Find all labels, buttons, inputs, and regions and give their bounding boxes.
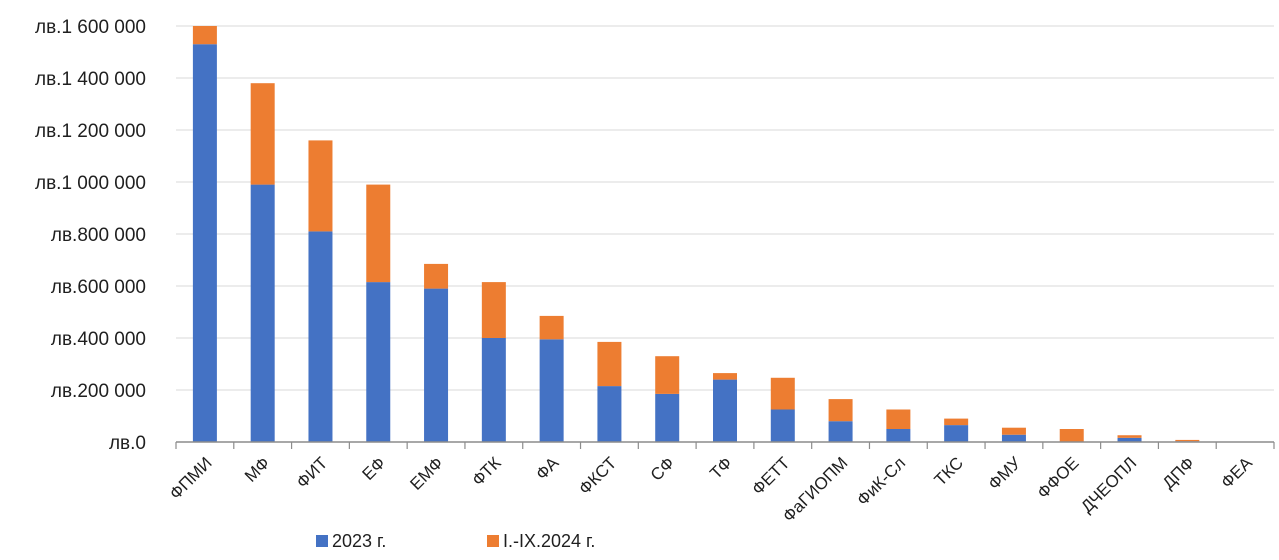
bar-series-2-9 xyxy=(713,373,737,380)
x-tick-label: ФМУ xyxy=(985,453,1025,493)
bar-series-2-2 xyxy=(308,140,333,232)
y-tick-label: лв.1 000 000 xyxy=(35,173,146,194)
x-tick-label: ФКСТ xyxy=(575,453,620,498)
bar-series-1-16 xyxy=(1117,437,1142,442)
bar-series-2-5 xyxy=(481,282,506,338)
bar-series-1-7 xyxy=(597,386,622,442)
y-axis-tick-labels: лв.0 лв.200 000 лв.400 000 лв.600 000 лв.800… xyxy=(35,17,146,454)
bar-series-2-1 xyxy=(250,83,275,185)
bar-series-2-6 xyxy=(539,315,564,340)
x-tick-label: МФ xyxy=(241,453,273,485)
legend-swatch xyxy=(316,535,328,547)
x-tick-label: ФЕТТ xyxy=(748,453,793,498)
bar-series-2-17 xyxy=(1175,439,1200,442)
x-tick-label: ЕМФ xyxy=(406,453,446,493)
bar-series-1-2 xyxy=(308,231,333,442)
x-tick-label: ФТК xyxy=(468,453,504,489)
bar-series-1-12 xyxy=(886,429,911,442)
y-tick-label: лв.800 000 xyxy=(51,225,146,246)
bar-series-2-0 xyxy=(192,26,217,45)
legend: 2023 г. I.-IX.2024 г. xyxy=(316,531,595,551)
x-tick-label: ФПМИ xyxy=(166,453,216,503)
bar-series-1-4 xyxy=(424,288,449,442)
y-tick-label: лв.600 000 xyxy=(51,277,146,298)
x-tick-label: ФА xyxy=(532,453,563,484)
bar-series-1-0 xyxy=(192,44,217,442)
bar-series-1-13 xyxy=(944,425,969,442)
bar-series-2-3 xyxy=(366,184,391,283)
y-tick-label: лв.1 400 000 xyxy=(35,69,146,90)
bar-series-2-14 xyxy=(1001,427,1026,435)
bar-series-1-11 xyxy=(828,421,853,442)
x-tick-label: ФФОЕ xyxy=(1033,453,1082,502)
bar-series-2-12 xyxy=(886,409,911,429)
x-tick-label: СФ xyxy=(647,453,678,484)
y-tick-label: лв.400 000 xyxy=(51,329,146,350)
bar-series-1-14 xyxy=(1001,434,1026,442)
x-tick-label: ДЧЕОПЛ xyxy=(1077,453,1140,516)
bar-series-1-3 xyxy=(366,282,391,442)
bar-series-2-10 xyxy=(770,377,795,410)
bars xyxy=(192,26,1200,442)
bar-series-2-13 xyxy=(944,418,969,426)
bar-series-1-5 xyxy=(481,338,506,442)
bar-series-1-9 xyxy=(713,379,737,442)
x-tick-label: ФИТ xyxy=(293,453,332,492)
bar-series-1-10 xyxy=(770,409,795,442)
y-tick-label: лв.1 600 000 xyxy=(35,17,146,38)
bar-series-2-8 xyxy=(655,356,680,394)
bar-series-2-15 xyxy=(1059,429,1084,442)
bar-series-2-4 xyxy=(424,263,449,289)
bar-series-1-8 xyxy=(655,393,680,442)
legend-swatch xyxy=(487,535,499,547)
bar-series-2-16 xyxy=(1117,435,1142,438)
y-tick-label: лв.1 200 000 xyxy=(35,121,146,142)
x-axis xyxy=(175,441,1275,449)
x-tick-label: ЕФ xyxy=(358,453,389,484)
bar-series-2-7 xyxy=(597,341,622,387)
bar-series-1-6 xyxy=(539,339,564,442)
x-tick-label: ТФ xyxy=(706,453,736,483)
legend-label: 2023 г. xyxy=(332,531,386,551)
y-tick-label: лв.200 000 xyxy=(51,381,146,402)
x-tick-label: ДПФ xyxy=(1159,453,1198,492)
legend-label: I.-IX.2024 г. xyxy=(503,531,595,551)
x-tick-label: ФЕА xyxy=(1217,453,1256,492)
x-tick-label: ФиК-Сл xyxy=(853,453,909,509)
bar-series-2-11 xyxy=(828,399,853,422)
y-tick-label: лв.0 xyxy=(109,433,146,454)
bar-series-1-1 xyxy=(250,184,275,442)
gridlines xyxy=(176,25,1274,391)
x-tick-label: ТКС xyxy=(931,453,967,489)
